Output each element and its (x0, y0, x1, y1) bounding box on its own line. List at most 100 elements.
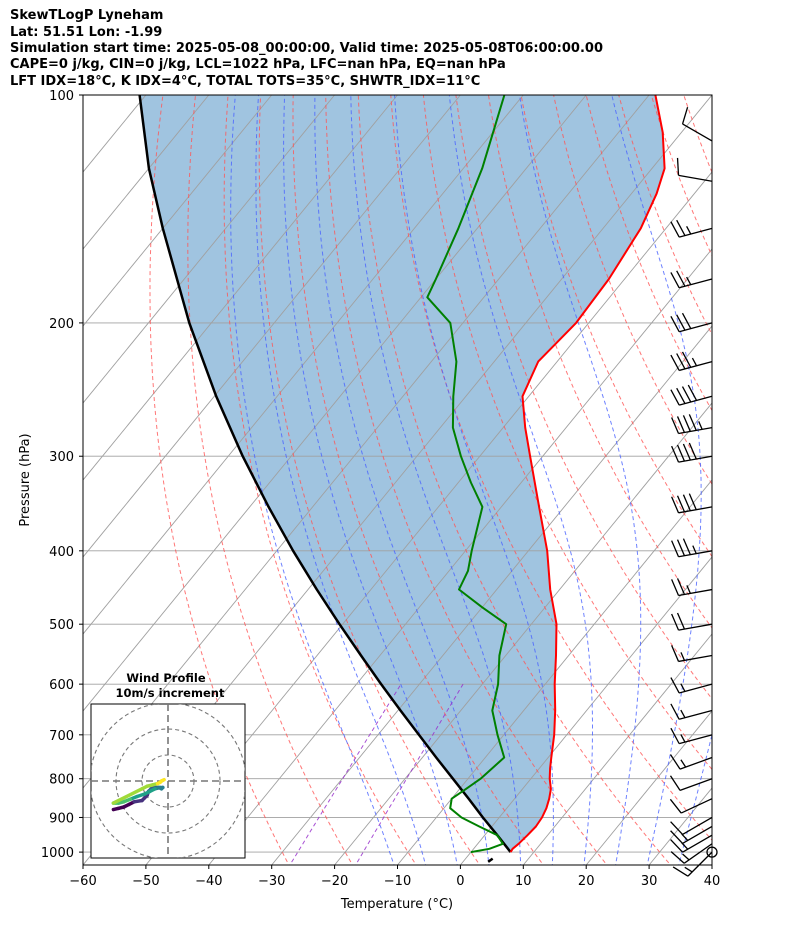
isotherm-line (208, 248, 712, 865)
moist-adiabat-line (394, 95, 554, 865)
x-axis-label: Temperature (°C) (340, 897, 453, 912)
wind-barb (671, 493, 713, 514)
isotherm-line (83, 95, 335, 404)
wind-barb (671, 645, 713, 663)
isotherm-line (83, 95, 398, 481)
temperature-curve (509, 95, 666, 853)
wind-barb (670, 843, 713, 864)
wind-barb (671, 442, 713, 463)
wind-barb (672, 851, 713, 877)
y-tick-label: 800 (49, 773, 74, 788)
grid-lines (83, 95, 794, 868)
dewpoint-curve (426, 95, 508, 854)
x-tick-label: 40 (704, 874, 721, 889)
y-tick-label: 600 (49, 678, 74, 693)
chart-title-line-3: Simulation start time: 2025-05-08_00:00:… (10, 41, 603, 56)
y-tick-label: 100 (49, 89, 74, 104)
lcl-marker (487, 857, 494, 863)
isotherm-line (83, 95, 461, 558)
y-tick-label: 500 (49, 618, 74, 633)
x-tick-label: −30 (258, 874, 285, 889)
chart-title-line-4: CAPE=0 j/kg, CIN=0 j/kg, LCL=1022 hPa, L… (10, 57, 506, 72)
wind-barb (670, 219, 713, 238)
dry-adiabat-line (650, 95, 712, 257)
isotherm-line (397, 479, 712, 865)
profile-curves (138, 95, 666, 863)
dry-adiabat-line (716, 95, 794, 868)
moist-adiabat-line (255, 95, 427, 865)
parcel-curve (138, 95, 512, 853)
y-axis-label: Pressure (hPa) (18, 433, 33, 526)
hodograph-inset: Wind Profile 10m/s increment (90, 671, 246, 859)
dry-adiabat-line (553, 95, 712, 486)
y-tick-label: 200 (49, 317, 74, 332)
dry-adiabat-line (258, 95, 481, 865)
dry-adiabat-line (683, 95, 712, 174)
axes: −60 −50 −40 −30 −20 −10 0 10 20 30 40 1000 900 800 700… (41, 89, 720, 889)
moist-adiabat-line (230, 95, 395, 865)
mixing-ratio-line (289, 683, 402, 865)
x-tick-label: 0 (456, 874, 464, 889)
x-tick-label: 20 (578, 874, 595, 889)
dry-adiabat-line (390, 95, 712, 841)
dry-adiabat-line (292, 95, 545, 865)
surface-calm-marker (706, 846, 718, 858)
shaded-region (139, 95, 665, 853)
wind-barb (671, 538, 713, 558)
wind-barb (676, 157, 713, 182)
moist-adiabat-line (283, 95, 458, 865)
dry-adiabat-line (455, 95, 712, 700)
dry-adiabat-line (187, 95, 354, 865)
dry-adiabat-line (782, 95, 794, 868)
dry-adiabat-line (749, 95, 794, 868)
chart-title-line-2: Lat: 51.51 Lon: -1.99 (10, 25, 163, 40)
isotherm-line (271, 325, 712, 865)
dry-adiabat-line (488, 95, 712, 629)
wind-barb (681, 107, 713, 142)
hodograph-title: Wind Profile (126, 671, 206, 685)
wind-barb (671, 612, 713, 631)
wind-barb (671, 578, 713, 597)
y-tick-label: 900 (49, 811, 74, 826)
mixing-ratio-line (355, 683, 464, 865)
cape-cin-shading (139, 95, 665, 853)
x-tick-label: 10 (515, 874, 532, 889)
isotherm-line (775, 95, 794, 865)
dry-adiabat-line (325, 95, 608, 865)
wind-barb (670, 727, 713, 745)
isotherm-line (83, 95, 587, 712)
wind-barb (670, 825, 713, 845)
isotherm-line (585, 710, 712, 865)
isotherm-line (83, 95, 84, 96)
hodograph-plot (91, 704, 245, 858)
wind-barb (669, 775, 713, 791)
wind-barb (670, 351, 713, 372)
moist-adiabat-line (350, 95, 522, 865)
wind-barb (670, 384, 713, 406)
x-tick-label: −40 (195, 874, 222, 889)
y-tick-label: 400 (49, 545, 74, 560)
wind-barbs (669, 107, 718, 877)
x-tick-label: 30 (641, 874, 658, 889)
dry-adiabat-line (585, 95, 712, 412)
wind-barb (670, 834, 713, 853)
wind-barb (670, 816, 713, 836)
isotherm-line (711, 864, 712, 865)
isotherm-line (83, 95, 273, 327)
wind-barb (671, 414, 713, 435)
wind-barb (669, 754, 713, 770)
moist-adiabat-line (519, 95, 642, 865)
wind-barb (670, 703, 713, 720)
y-tick-label: 300 (49, 450, 74, 465)
moist-adiabat-line (678, 732, 712, 865)
moist-adiabat-line (314, 95, 490, 865)
y-tick-label: 700 (49, 729, 74, 744)
hodograph-subtitle: 10m/s increment (116, 686, 225, 700)
wind-barb (670, 270, 713, 289)
wind-barb (669, 798, 713, 814)
chart-title-line-1: SkewTLogP Lyneham (10, 8, 164, 23)
y-tick-label: 1000 (41, 846, 74, 861)
isotherm-line (460, 556, 712, 865)
isotherm-line (83, 95, 210, 250)
